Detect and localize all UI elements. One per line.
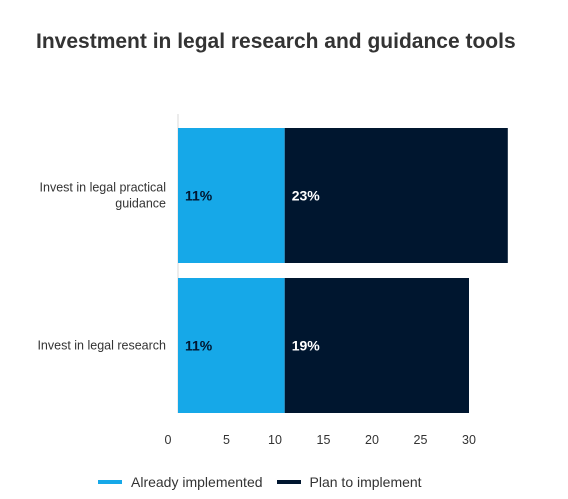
- data-label-plan-to-implement-2: 19%: [292, 338, 321, 354]
- category-label-1: Invest in legal practical guidance: [40, 181, 166, 211]
- category-label-2: Invest in legal research: [37, 339, 166, 353]
- bar-plan-to-implement-1: [284, 128, 508, 263]
- legend-label-plan-to-implement: Plan to implement: [309, 474, 422, 490]
- bar-already-implemented-2: [178, 278, 285, 413]
- legend-item-plan-to-implement[interactable]: Plan to implement: [276, 474, 422, 490]
- x-tick-label-10: 10: [268, 433, 282, 447]
- bar-chart: 11% 23% Invest in legal practical guidance 1…: [37, 114, 508, 447]
- data-label-already-implemented-1: 11%: [185, 188, 213, 204]
- legend-swatch-plan-to-implement: [276, 480, 301, 484]
- bar-already-implemented-1: [178, 128, 285, 263]
- x-tick-label-30: 30: [462, 433, 476, 447]
- chart-title: Investment in legal research and guidanc…: [36, 30, 516, 53]
- legend-item-already-implemented[interactable]: Already implemented: [98, 474, 263, 490]
- x-tick-label-25: 25: [414, 433, 428, 447]
- x-tick-label-0: 0: [165, 433, 172, 447]
- bar-plan-to-implement-2: [284, 278, 469, 413]
- legend-label-already-implemented: Already implemented: [131, 474, 263, 490]
- x-tick-label-20: 20: [365, 433, 379, 447]
- legend: Already implemented Plan to implement: [98, 474, 422, 490]
- data-label-already-implemented-2: 11%: [185, 338, 213, 354]
- legend-swatch-already-implemented: [98, 480, 122, 484]
- data-label-plan-to-implement-1: 23%: [292, 188, 321, 204]
- x-tick-label-15: 15: [317, 433, 331, 447]
- x-tick-label-5: 5: [223, 433, 230, 447]
